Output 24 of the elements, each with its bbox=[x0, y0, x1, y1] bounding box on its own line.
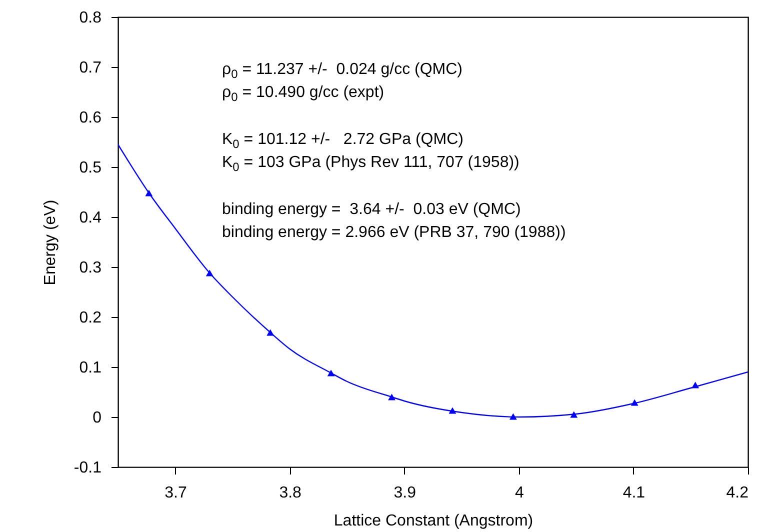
annotation: K$_{0}$ = 101.12 +/- 2.72 GPa (QMC) bbox=[222, 130, 464, 151]
y-tick-label: 0.6 bbox=[79, 110, 102, 126]
x-tick-label: 3.8 bbox=[279, 484, 302, 502]
x-tick-label: 4.2 bbox=[726, 484, 749, 502]
y-tick-label: -0.1 bbox=[74, 460, 102, 476]
y-tick-label: 0.8 bbox=[79, 10, 102, 26]
y-tick-label: 0.7 bbox=[79, 60, 102, 76]
y-tick-label: 0.4 bbox=[79, 210, 102, 226]
annotation: K$_{0}$ = 103 GPa (Phys Rev 111, 707 (1958)) bbox=[222, 153, 520, 174]
x-tick-label: 3.7 bbox=[164, 484, 187, 502]
y-tick-label: 0.3 bbox=[79, 260, 102, 276]
y-tick-label: 0.5 bbox=[79, 160, 102, 176]
annotation: binding energy = 3.64 +/- 0.03 eV (QMC) bbox=[222, 200, 522, 220]
y-axis-title: Energy (eV) bbox=[42, 200, 59, 286]
x-tick-label: 3.9 bbox=[394, 484, 416, 502]
y-tick-label: 0 bbox=[92, 410, 102, 426]
x-axis-title: Lattice Constant (Angstrom) bbox=[334, 512, 534, 530]
x-tick-label: 4 bbox=[514, 484, 524, 502]
x-tick-label: 4.1 bbox=[622, 484, 646, 502]
annotation: binding energy = 2.966 eV (PRB 37, 790 (1988)) bbox=[222, 223, 566, 243]
y-tick-label: 0.2 bbox=[79, 310, 102, 326]
annotation: ρ$_{0}$ = 10.490 g/cc (expt) bbox=[222, 83, 386, 104]
annotation: ρ$_{0}$ = 11.237 +/- 0.024 g/cc (QMC) bbox=[222, 60, 464, 81]
y-tick-label: 0.1 bbox=[79, 360, 102, 376]
